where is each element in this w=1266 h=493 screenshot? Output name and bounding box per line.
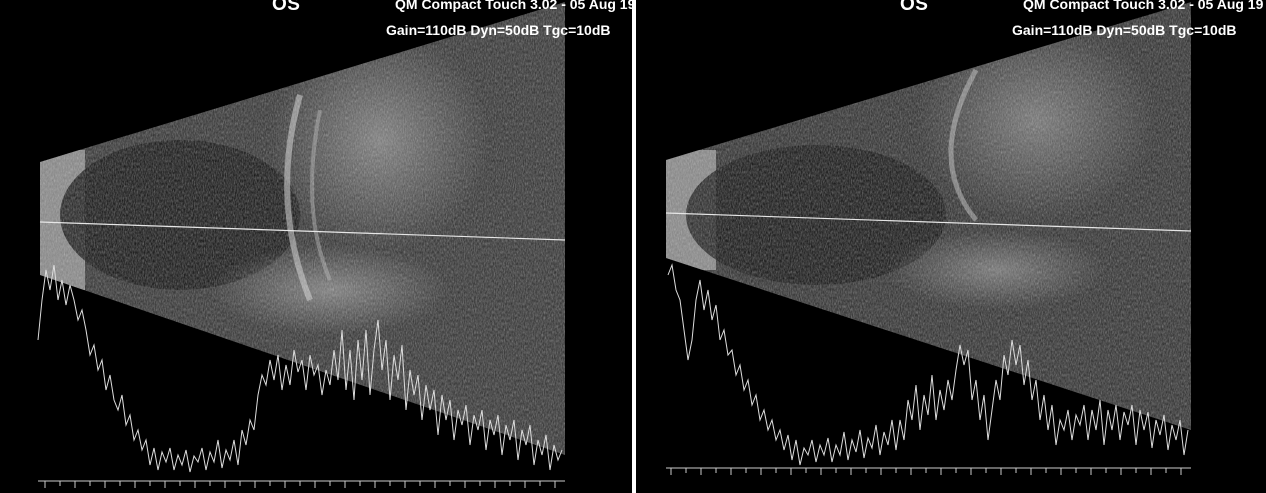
ultrasound-panel-right: OS QM Compact Touch 3.02 - 05 Aug 19 Gai… [636,0,1266,493]
settings-right: Gain=110dB Dyn=50dB Tgc=10dB [1012,22,1237,38]
depth-scale-right [666,467,1191,475]
eye-label-right: OS [900,0,929,15]
device-info-right: QM Compact Touch 3.02 - 05 Aug 19 [1023,0,1264,12]
b-scan-image-left [37,2,566,488]
a-scan-trace-left [37,264,563,473]
depth-scale-left [38,480,565,488]
ultrasound-panel-left: OS QM Compact Touch 3.02 - 05 Aug 19 Gai… [0,0,632,493]
a-scan-trace-right [667,263,1189,466]
settings-left: Gain=110dB Dyn=50dB Tgc=10dB [386,22,611,38]
eye-label-left: OS [272,0,301,15]
b-scan-image-right [665,2,1192,475]
device-info-left: QM Compact Touch 3.02 - 05 Aug 19 [395,0,632,12]
panel-divider [632,0,636,493]
